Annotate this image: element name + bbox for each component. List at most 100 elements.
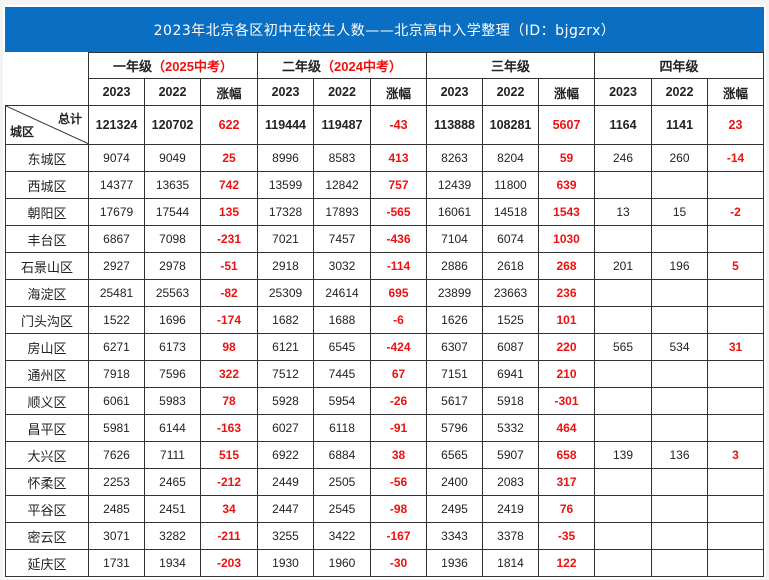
change-cell: -98	[370, 495, 427, 523]
year-header-cell: 2022	[651, 78, 708, 106]
value-cell: 1626	[426, 306, 483, 334]
table-row: 密云区 3071 3282 -211 3255 3422 -167 3343 3378 -35	[5, 522, 764, 550]
table-row: 平谷区 2485 2451 34 2447 2545 -98 2495 2419 76	[5, 495, 764, 523]
district-name: 朝阳区	[5, 198, 89, 226]
value-cell: 6118	[313, 414, 371, 442]
enrollment-table: 一年级（2025中考） 二年级（2024中考） 三年级 四年级 2023 2022…	[5, 52, 764, 577]
change-cell: 135	[200, 198, 258, 226]
value-cell: 1930	[257, 549, 314, 577]
value-cell: 2447	[257, 495, 314, 523]
value-cell: 3255	[257, 522, 314, 550]
value-cell: 25481	[88, 279, 145, 307]
value-cell: 2449	[257, 468, 314, 496]
value-cell: 5928	[257, 387, 314, 415]
district-label: 城区	[10, 125, 35, 139]
change-cell: -174	[200, 306, 258, 334]
change-cell: 742	[200, 171, 258, 199]
change-cell: -114	[370, 252, 427, 280]
value-cell: 3422	[313, 522, 371, 550]
change-cell: 757	[370, 171, 427, 199]
change-cell: -14	[707, 144, 764, 172]
year-header-cell: 涨幅	[538, 78, 595, 106]
value-cell: 2886	[426, 252, 483, 280]
year-header-cell: 2023	[257, 78, 314, 106]
value-cell: 7626	[88, 441, 145, 469]
value-cell: 2618	[482, 252, 539, 280]
table-row: 海淀区 25481 25563 -82 25309 24614 695 23899 23663 2…	[5, 279, 764, 307]
change-cell: -436	[370, 225, 427, 253]
value-cell: 2978	[144, 252, 201, 280]
value-cell	[594, 549, 652, 577]
value-cell: 1814	[482, 549, 539, 577]
change-cell: -231	[200, 225, 258, 253]
value-cell: 1696	[144, 306, 201, 334]
district-name: 门头沟区	[5, 306, 89, 334]
value-cell	[594, 360, 652, 388]
change-cell: 31	[707, 333, 764, 361]
value-cell: 3071	[88, 522, 145, 550]
value-cell: 13	[594, 198, 652, 226]
table-row: 昌平区 5981 6144 -163 6027 6118 -91 5796 5332 464	[5, 414, 764, 442]
change-cell: -91	[370, 414, 427, 442]
district-name: 平谷区	[5, 495, 89, 523]
value-cell: 5617	[426, 387, 483, 415]
value-cell: 7111	[144, 441, 201, 469]
year-header-cell: 2022	[144, 78, 201, 106]
total-change-cell: -43	[370, 105, 427, 145]
total-value-cell: 108281	[482, 105, 539, 145]
change-cell: -82	[200, 279, 258, 307]
grade-header-4: 四年级	[594, 52, 764, 79]
value-cell: 9074	[88, 144, 145, 172]
district-name: 大兴区	[5, 441, 89, 469]
value-cell	[594, 225, 652, 253]
district-name: 海淀区	[5, 279, 89, 307]
value-cell: 1682	[257, 306, 314, 334]
value-cell: 25309	[257, 279, 314, 307]
value-cell: 6941	[482, 360, 539, 388]
value-cell: 6173	[144, 333, 201, 361]
change-cell: 78	[200, 387, 258, 415]
change-cell: 236	[538, 279, 595, 307]
change-cell: 101	[538, 306, 595, 334]
change-cell: 220	[538, 333, 595, 361]
district-name: 东城区	[5, 144, 89, 172]
value-cell: 5983	[144, 387, 201, 415]
district-name: 延庆区	[5, 549, 89, 577]
value-cell: 8996	[257, 144, 314, 172]
value-cell: 1936	[426, 549, 483, 577]
value-cell: 5954	[313, 387, 371, 415]
total-value-cell: 120702	[144, 105, 201, 145]
change-cell	[707, 414, 764, 442]
total-change-cell: 622	[200, 105, 258, 145]
year-header-cell: 2023	[426, 78, 483, 106]
value-cell: 5918	[482, 387, 539, 415]
value-cell: 12842	[313, 171, 371, 199]
change-cell: 317	[538, 468, 595, 496]
change-cell	[707, 279, 764, 307]
change-cell: 122	[538, 549, 595, 577]
value-cell: 7098	[144, 225, 201, 253]
value-cell: 2451	[144, 495, 201, 523]
value-cell: 11800	[482, 171, 539, 199]
value-cell: 2083	[482, 468, 539, 496]
change-cell: 34	[200, 495, 258, 523]
district-name: 房山区	[5, 333, 89, 361]
change-cell: -56	[370, 468, 427, 496]
value-cell: 13599	[257, 171, 314, 199]
value-cell: 6867	[88, 225, 145, 253]
value-cell: 7596	[144, 360, 201, 388]
table-row: 房山区 6271 6173 98 6121 6545 -424 6307 6087 220 565 5…	[5, 333, 764, 361]
diagonal-divider-icon	[6, 106, 88, 144]
value-cell	[651, 495, 708, 523]
table-row: 通州区 7918 7596 322 7512 7445 67 7151 6941 210	[5, 360, 764, 388]
value-cell	[594, 387, 652, 415]
change-cell: 210	[538, 360, 595, 388]
value-cell: 15	[651, 198, 708, 226]
table-row: 西城区 14377 13635 742 13599 12842 757 12439 11800 6…	[5, 171, 764, 199]
value-cell: 14377	[88, 171, 145, 199]
value-cell: 2253	[88, 468, 145, 496]
value-cell: 3343	[426, 522, 483, 550]
change-cell: 76	[538, 495, 595, 523]
change-cell: -212	[200, 468, 258, 496]
value-cell: 1731	[88, 549, 145, 577]
